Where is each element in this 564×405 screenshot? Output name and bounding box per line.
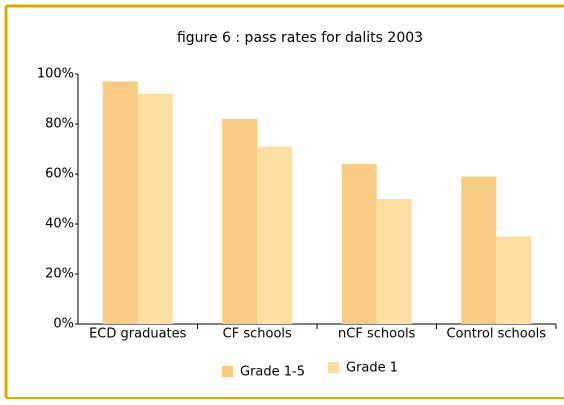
bar bbox=[376, 199, 412, 324]
x-tick-label: ECD graduates bbox=[89, 327, 187, 342]
x-tick-label: nCF schools bbox=[338, 327, 416, 342]
legend-label: Grade 1-5 bbox=[240, 365, 305, 380]
bar bbox=[137, 94, 173, 324]
chart-title: figure 6 : pass rates for dalits 2003 bbox=[177, 30, 423, 46]
bar bbox=[222, 119, 258, 324]
y-tick-label: 60% bbox=[45, 167, 74, 182]
legend-swatch bbox=[222, 366, 233, 377]
y-tick-label: 0% bbox=[53, 317, 74, 332]
bar bbox=[102, 81, 138, 324]
y-tick-label: 100% bbox=[37, 67, 74, 82]
legend-label: Grade 1 bbox=[346, 361, 398, 376]
y-tick-label: 20% bbox=[45, 267, 74, 282]
bar bbox=[341, 164, 377, 324]
x-tick-label: Control schools bbox=[446, 327, 546, 342]
legend-swatch bbox=[328, 362, 339, 373]
y-tick-label: 40% bbox=[45, 217, 74, 232]
x-tick-label: CF schools bbox=[223, 327, 292, 342]
bar bbox=[496, 236, 532, 324]
bar bbox=[461, 176, 497, 324]
y-tick-label: 80% bbox=[45, 117, 74, 132]
bar bbox=[257, 146, 293, 324]
